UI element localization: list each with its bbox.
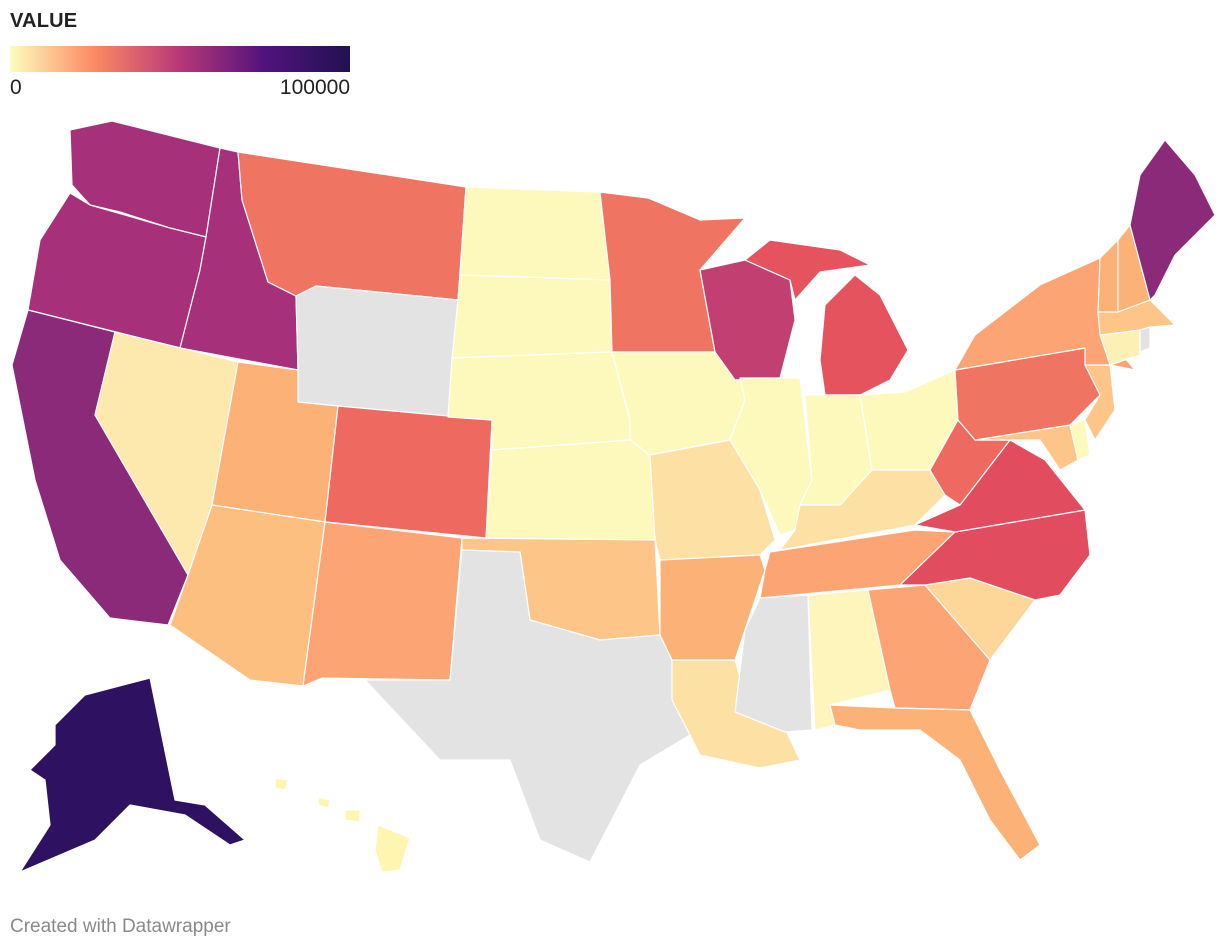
state-MI[interactable] [819, 274, 909, 396]
state-RI[interactable] [1139, 326, 1151, 353]
legend-min-label: 0 [10, 76, 22, 99]
state-TX[interactable] [364, 549, 691, 863]
state-ND[interactable] [459, 186, 611, 281]
state-MT[interactable] [237, 151, 467, 301]
legend-gradient [10, 46, 350, 72]
state-NY[interactable] [954, 257, 1136, 371]
legend-title: VALUE [10, 10, 78, 32]
state-HI[interactable] [274, 777, 411, 873]
state-FL[interactable] [829, 704, 1041, 861]
legend-color-scale [10, 46, 350, 72]
state-IL[interactable] [729, 377, 813, 536]
state-SD[interactable] [451, 274, 613, 359]
state-NM[interactable] [302, 521, 463, 687]
legend-max-label: 100000 [279, 76, 350, 99]
state-MI-upper[interactable] [744, 239, 871, 301]
state-ME[interactable] [1129, 139, 1216, 301]
datawrapper-credit: Created with Datawrapper [10, 916, 231, 937]
state-CO[interactable] [324, 405, 493, 539]
state-IA[interactable] [611, 351, 746, 456]
state-DE[interactable] [1069, 419, 1091, 461]
state-AK[interactable] [19, 677, 246, 873]
state-KS[interactable] [485, 439, 656, 541]
state-WY[interactable] [295, 285, 459, 418]
state-AR[interactable] [659, 554, 766, 661]
state-VT[interactable] [1097, 239, 1119, 313]
